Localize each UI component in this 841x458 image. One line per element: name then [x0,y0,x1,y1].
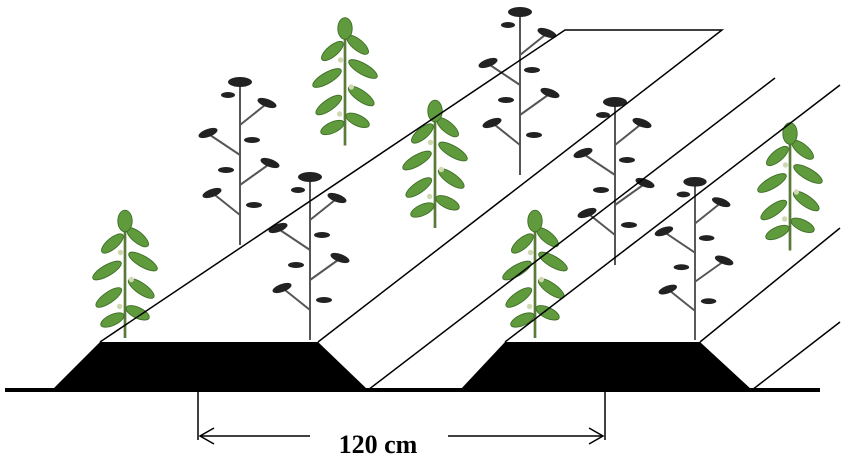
dimension-label: 120 cm [339,430,418,458]
guide-line [700,228,840,342]
guide-line [752,322,840,390]
bed-outline [100,30,722,342]
perspective-lines [100,30,840,390]
raised-bed [52,342,368,390]
diagram: 120 cm [0,0,841,458]
plants [90,7,824,340]
plant [310,18,379,146]
raised-bed [460,342,752,390]
plant [90,210,159,338]
plant [267,172,351,340]
plant [572,97,656,265]
plant [400,100,469,228]
plant [197,77,281,245]
plant [653,177,734,340]
plant [477,7,561,175]
